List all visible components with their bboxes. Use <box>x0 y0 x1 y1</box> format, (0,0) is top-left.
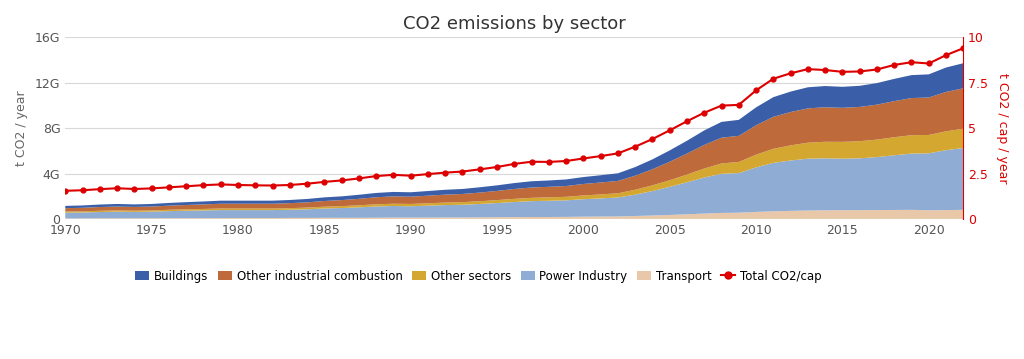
Legend: Buildings, Other industrial combustion, Other sectors, Power Industry, Transport: Buildings, Other industrial combustion, … <box>130 265 826 287</box>
Y-axis label: t CO2 / cap / year: t CO2 / cap / year <box>996 73 1009 183</box>
Y-axis label: t CO2 / year: t CO2 / year <box>15 90 28 166</box>
Title: CO2 emissions by sector: CO2 emissions by sector <box>402 15 626 33</box>
